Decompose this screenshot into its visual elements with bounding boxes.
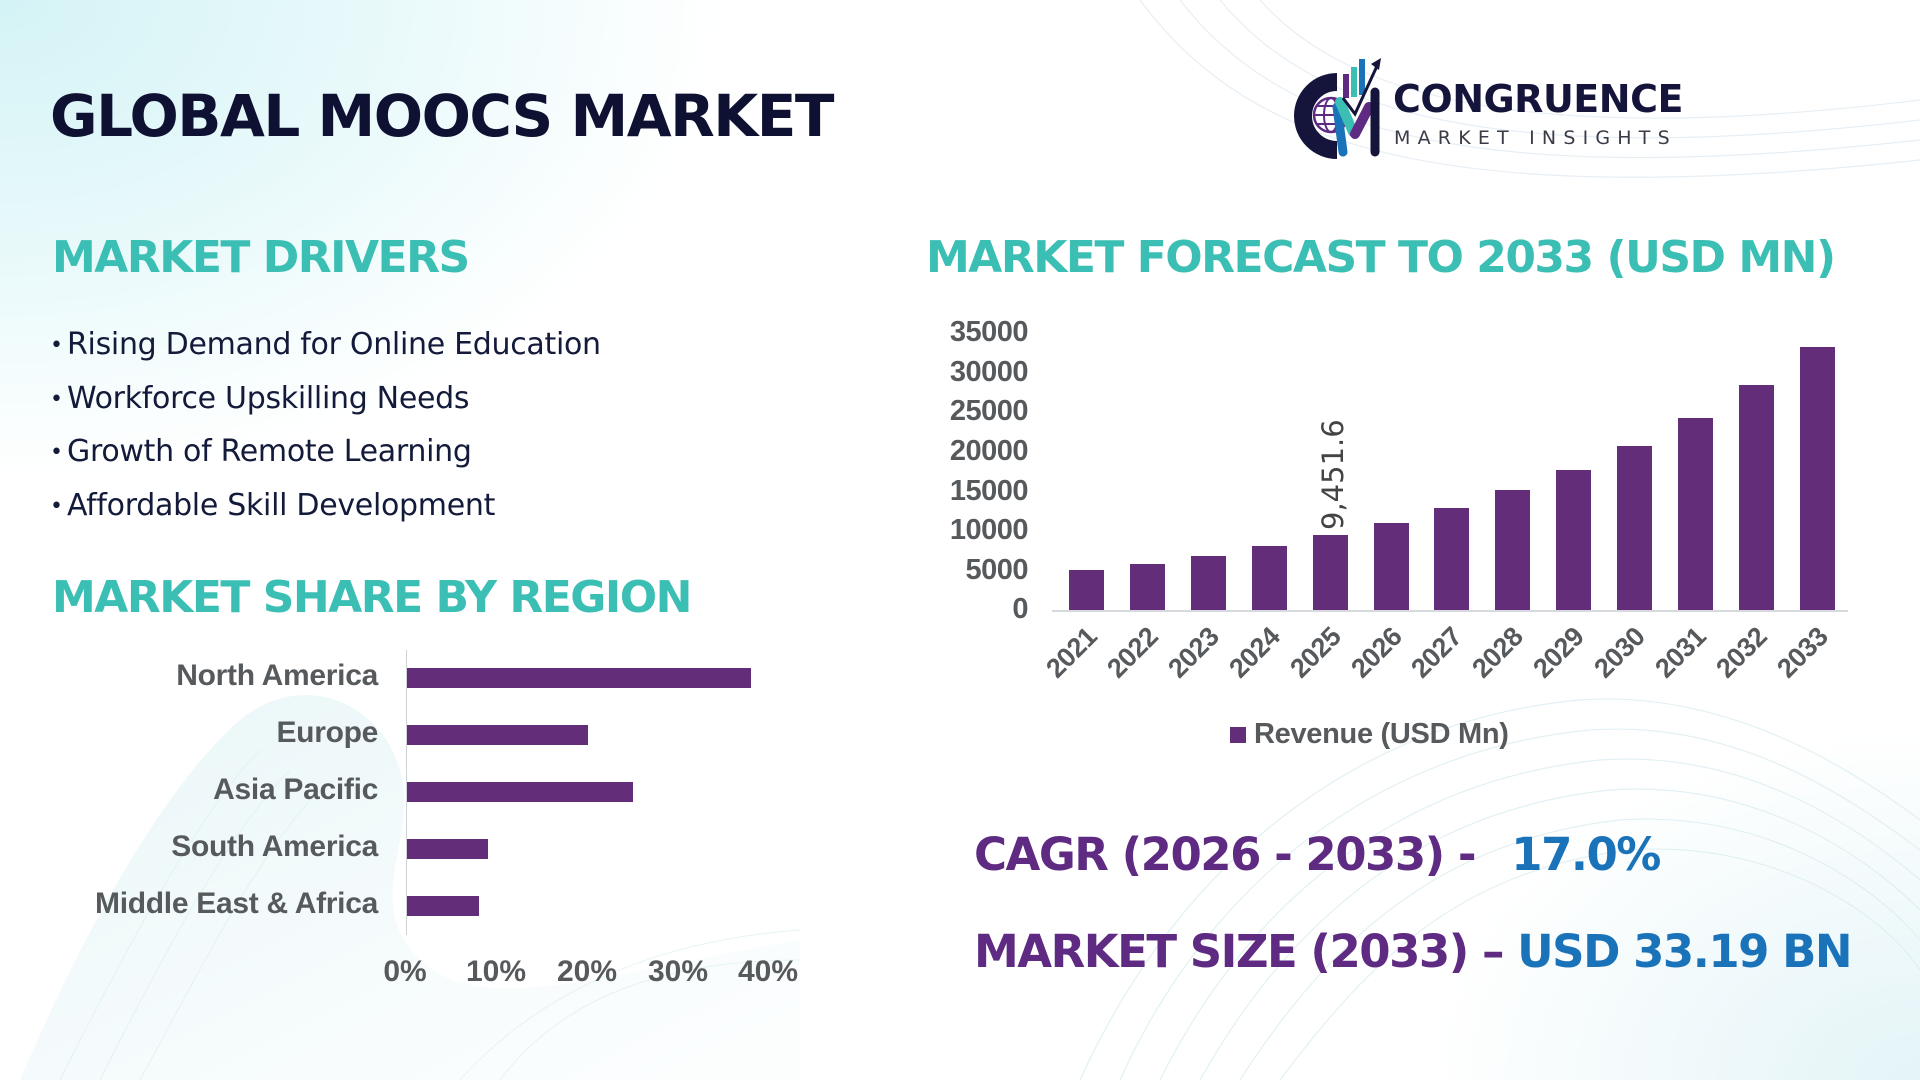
bullet-icon: • — [50, 440, 63, 465]
company-logo: CONGRUENCE MARKET INSIGHTS — [1293, 52, 1893, 162]
x-axis-tick: 2022 — [1101, 621, 1164, 684]
x-axis-tick: 2028 — [1466, 621, 1529, 684]
region-bar-europe — [407, 725, 588, 745]
forecast-bar-2025 — [1313, 535, 1348, 610]
y-axis-tick: 15000 — [949, 475, 1029, 507]
x-axis-tick: 2029 — [1527, 621, 1590, 684]
market-size-line: MARKET SIZE (2033) – USD 33.19 BN — [974, 925, 1853, 978]
x-axis-tick: 40% — [737, 955, 799, 988]
legend-swatch-icon — [1230, 726, 1246, 743]
region-bar-south-america — [407, 839, 488, 859]
region-share-heading: MARKET SHARE BY REGION — [52, 572, 693, 623]
driver-text: Rising Demand for Online Education — [67, 327, 601, 362]
page-title: GLOBAL MOOCS MARKET — [50, 82, 834, 150]
cagr-label: CAGR (2026 - 2033) - — [974, 828, 1477, 881]
market-size-label: MARKET SIZE (2033) – — [974, 925, 1504, 978]
driver-text: Workforce Upskilling Needs — [67, 380, 470, 416]
market-drivers-heading: MARKET DRIVERS — [52, 232, 470, 283]
region-label: Middle East & Africa — [95, 887, 378, 920]
forecast-bar-2029 — [1556, 470, 1591, 610]
x-axis-tick: 2033 — [1771, 621, 1834, 684]
market-size-value: USD 33.19 BN — [1517, 925, 1852, 978]
cm-globe-growth-logo-icon — [1294, 58, 1381, 159]
forecast-bar-2027 — [1434, 508, 1469, 610]
x-axis-tick: 2027 — [1405, 621, 1468, 684]
bullet-icon: • — [50, 333, 63, 358]
x-axis-tick: 2031 — [1649, 621, 1712, 684]
forecast-bar-2030 — [1617, 446, 1652, 610]
x-axis-tick: 2032 — [1710, 621, 1773, 684]
x-axis-tick: 2025 — [1284, 621, 1347, 684]
region-chart-axis — [406, 650, 407, 935]
bullet-icon: • — [50, 386, 63, 412]
data-label-2025: 9,451.6 — [1316, 419, 1350, 530]
x-axis-tick: 2023 — [1162, 621, 1225, 684]
region-label: Asia Pacific — [213, 773, 378, 806]
logo-subtitle: MARKET INSIGHTS — [1394, 127, 1677, 149]
region-bar-middle-east-africa — [407, 896, 479, 916]
logo-name: CONGRUENCE — [1393, 77, 1683, 121]
driver-item: • Growth of Remote Learning — [50, 429, 601, 483]
x-axis-tick: 2030 — [1588, 621, 1651, 684]
y-axis-tick: 0 — [1012, 593, 1028, 625]
forecast-bar-2024 — [1252, 546, 1287, 610]
driver-text: Affordable Skill Development — [67, 487, 496, 523]
forecast-bar-2023 — [1191, 556, 1226, 610]
x-axis-tick: 2021 — [1040, 621, 1103, 684]
driver-text: Growth of Remote Learning — [67, 434, 472, 469]
y-axis-tick: 30000 — [949, 356, 1029, 388]
x-axis-tick: 0% — [383, 955, 427, 988]
x-axis-tick: 2024 — [1223, 621, 1286, 684]
x-axis-tick: 10% — [465, 955, 527, 988]
y-axis-tick: 10000 — [949, 514, 1029, 546]
region-bar-north-america — [407, 668, 751, 688]
forecast-heading: MARKET FORECAST TO 2033 (USD MN) — [926, 232, 1836, 283]
y-axis-tick: 35000 — [949, 316, 1029, 348]
market-drivers-list: • Rising Demand for Online Education • Wor… — [50, 322, 601, 536]
region-label: South America — [171, 830, 378, 863]
forecast-bar-2033 — [1800, 347, 1835, 610]
y-axis-tick: 5000 — [965, 554, 1028, 586]
x-axis-tick: 2026 — [1345, 621, 1408, 684]
forecast-bar-2032 — [1739, 385, 1774, 610]
legend-label: Revenue (USD Mn) — [1254, 718, 1509, 750]
region-label: North America — [176, 659, 378, 692]
region-bar-asia-pacific — [407, 782, 633, 802]
forecast-bar-2028 — [1495, 490, 1530, 610]
region-label: Europe — [276, 716, 378, 749]
x-axis-tick: 20% — [556, 955, 618, 988]
cagr-line: CAGR (2026 - 2033) - 17.0% — [974, 828, 1661, 881]
driver-item: • Rising Demand for Online Education — [50, 322, 601, 376]
cagr-value: 17.0% — [1511, 828, 1661, 881]
driver-item: • Affordable Skill Development — [50, 483, 601, 537]
x-axis-tick: 30% — [647, 955, 709, 988]
driver-item: • Workforce Upskilling Needs — [50, 376, 601, 430]
bullet-icon: • — [50, 493, 63, 519]
y-axis-tick: 25000 — [949, 395, 1029, 427]
forecast-bar-2022 — [1130, 564, 1165, 610]
forecast-bar-2021 — [1069, 570, 1104, 610]
chart-legend: Revenue (USD Mn) — [1230, 718, 1509, 751]
y-axis-tick: 20000 — [949, 435, 1029, 467]
forecast-bar-2026 — [1374, 523, 1409, 610]
forecast-bar-2031 — [1678, 418, 1713, 610]
forecast-x-axis — [1052, 610, 1848, 612]
